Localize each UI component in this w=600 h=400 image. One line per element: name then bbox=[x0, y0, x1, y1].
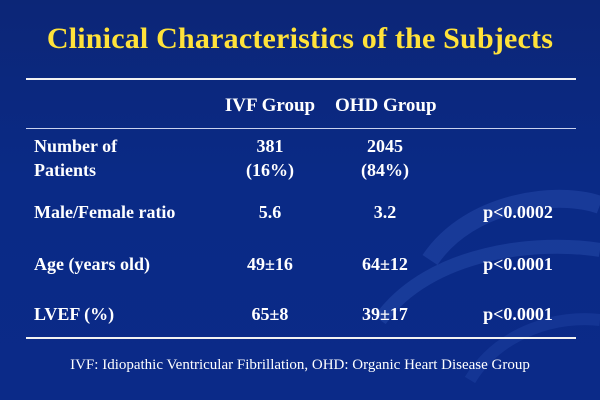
footnote: IVF: Idiopathic Ventricular Fibrillation… bbox=[70, 357, 530, 373]
ohd-lvef: 39±17 bbox=[362, 304, 408, 324]
ivf-age: 49±16 bbox=[247, 254, 293, 274]
table-top-rule bbox=[26, 78, 576, 80]
p-value-lvef: p<0.0001 bbox=[483, 304, 553, 324]
row-label-age: Age (years old) bbox=[34, 254, 150, 274]
row-label-sex-ratio: Male/Female ratio bbox=[34, 202, 176, 222]
ohd-patients-percent: (84%) bbox=[361, 160, 409, 180]
ohd-age: 64±12 bbox=[362, 254, 408, 274]
ohd-patients-count: 2045 bbox=[367, 136, 403, 156]
row-label-patients-line1: Number of bbox=[34, 136, 118, 156]
ivf-patients-count: 381 bbox=[256, 136, 284, 156]
ohd-sex-ratio: 3.2 bbox=[373, 202, 397, 222]
row-label-lvef: LVEF (%) bbox=[34, 304, 115, 324]
column-header-ohd: OHD Group bbox=[335, 95, 437, 116]
ivf-lvef: 65±8 bbox=[251, 304, 289, 324]
p-value-sex-ratio: p<0.0002 bbox=[483, 202, 553, 222]
row-label-patients-line2: Patients bbox=[34, 160, 96, 180]
ivf-patients-percent: (16%) bbox=[246, 160, 294, 180]
header-divider bbox=[26, 128, 576, 129]
ivf-sex-ratio: 5.6 bbox=[258, 202, 282, 222]
p-value-age: p<0.0001 bbox=[483, 254, 553, 274]
column-header-ivf: IVF Group bbox=[224, 95, 316, 116]
slide-title: Clinical Characteristics of the Subjects bbox=[46, 22, 554, 55]
table-bottom-rule bbox=[26, 337, 576, 339]
